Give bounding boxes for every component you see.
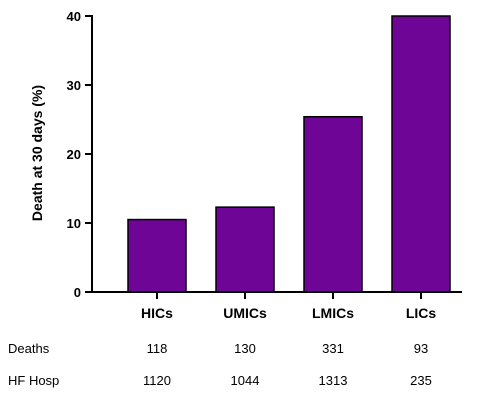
category-label: LICs — [406, 305, 437, 321]
table-row-label: HF Hosp — [8, 373, 59, 388]
y-tick-label: 10 — [67, 216, 81, 231]
table-cell: 1044 — [231, 373, 260, 388]
y-tick-label: 30 — [67, 78, 81, 93]
bar-lics — [391, 15, 451, 293]
bars-group — [127, 15, 451, 293]
axes-group — [85, 15, 462, 299]
table-cell: 93 — [414, 341, 428, 356]
y-axis-label: Death at 30 days (%) — [29, 85, 45, 221]
category-label: HICs — [141, 305, 173, 321]
y-axis-title: Death at 30 days (%) — [29, 85, 45, 221]
table-cell: 118 — [147, 341, 168, 356]
tick-labels-group: 0 10 20 30 40 — [67, 9, 81, 300]
y-tick-label: 0 — [74, 285, 81, 300]
table-cell: 130 — [234, 341, 256, 356]
category-label: UMICs — [223, 305, 267, 321]
category-label: LMICs — [312, 305, 354, 321]
y-tick-label: 40 — [67, 9, 81, 24]
table-cell: 1313 — [319, 373, 348, 388]
category-labels-group: HICs UMICs LMICs LICs — [141, 305, 436, 321]
table-cell: 331 — [322, 341, 344, 356]
y-tick-label: 20 — [67, 147, 81, 162]
table-cell: 235 — [410, 373, 432, 388]
bar-umics — [215, 206, 275, 293]
bar-hics — [127, 218, 187, 293]
table-row-label: Deaths — [8, 341, 50, 356]
table-cell: 1120 — [143, 373, 171, 388]
bar-lmics — [303, 115, 363, 293]
data-table: Deaths 118 130 331 93 HF Hosp 1120 1044 1313 235 — [8, 341, 432, 388]
